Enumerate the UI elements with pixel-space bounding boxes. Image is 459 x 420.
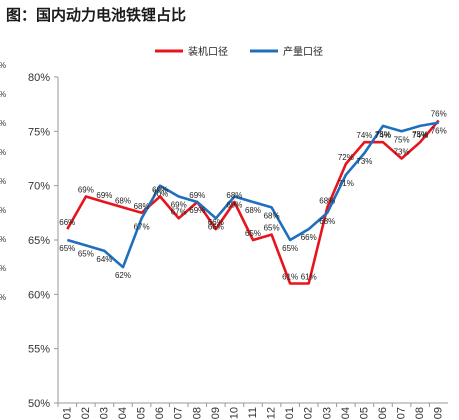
data-label: 75% [394,135,410,144]
data-label: 74% [412,131,428,140]
data-label: 67% [134,222,150,231]
data-label: 61% [282,272,298,281]
data-label: 68% [264,211,280,220]
data-label: 66% [208,222,224,231]
data-label: 68% [245,206,261,215]
data-label: 65% [282,244,298,253]
edge-label: % [0,235,6,244]
series-line-production [66,121,439,269]
y-tick-label: 55% [28,344,50,356]
data-label: 69% [96,191,112,200]
data-label: 65% [78,249,94,258]
data-label: 76% [431,127,447,136]
y-tick-label: 70% [28,181,50,193]
data-label: 69% [78,186,94,195]
x-tick-label: 03 [98,407,110,419]
data-label: 66% [59,218,75,227]
data-label: 66% [301,233,317,242]
x-tick-label: 10 [228,407,240,419]
data-label: 62% [115,271,131,280]
x-tick-label: 03 [321,407,333,419]
y-tick-label: 50% [28,398,50,410]
data-label: 67% [171,207,187,216]
x-tick-label: 11 [247,407,259,418]
edge-label: % [0,119,6,128]
series-line-installed [66,119,440,285]
data-label: 61% [301,272,317,281]
x-tick-label: 08 [414,407,426,419]
x-tick-label: 02 [303,407,315,419]
data-label: 66% [208,218,224,227]
edge-label: % [0,177,6,186]
x-tick-label: 09 [433,407,445,419]
y-tick-label: 65% [28,235,50,247]
data-label: 74% [375,131,391,140]
edge-label: % [0,61,6,70]
x-tick-label: 06 [154,407,166,419]
data-label: 69% [189,206,205,215]
data-label: 65% [59,244,75,253]
y-tick-label: 80% [28,72,50,84]
legend-label-production: 产量口径 [283,45,323,58]
data-label: 69% [189,191,205,200]
data-label: 68% [319,196,335,205]
data-label: 68% [134,202,150,211]
x-tick-label: 04 [340,407,352,419]
data-label: 74% [356,131,372,140]
x-tick-label: 08 [191,407,203,419]
data-label: 76% [431,109,447,118]
x-tick-label: 04 [117,407,129,419]
x-tick-label: 07 [396,407,408,419]
y-tick-label: 75% [28,126,50,138]
data-label: 64% [96,255,112,264]
data-label: 71% [338,179,354,188]
edge-label: % [0,90,6,99]
x-tick-label: 01 [61,407,73,419]
x-tick-label: 09 [210,407,222,419]
x-tick-label: 01 [284,407,296,419]
edge-label: % [0,148,6,157]
data-label: 68% [226,191,242,200]
data-label: 73% [394,148,410,157]
data-label: 73% [356,157,372,166]
x-tick-label: 07 [173,407,185,419]
data-label: 65% [245,229,261,238]
data-label: 69% [152,186,168,195]
data-label: 75% [375,130,391,139]
edge-label: % [0,264,6,273]
x-tick-label: 05 [136,407,148,419]
x-tick-label: 06 [377,407,389,419]
data-label: 68% [319,217,335,226]
x-tick-label: 12 [266,407,278,419]
data-label: 69% [226,201,242,210]
y-tick-label: 60% [28,289,50,301]
data-label: 70% [152,190,168,199]
data-label: 72% [338,153,354,162]
x-tick-label: 05 [358,407,370,419]
legend-label-installed: 装机口径 [188,45,228,58]
edge-label: % [0,206,6,215]
data-label: 68% [115,196,131,205]
x-tick-label: 02 [80,407,92,419]
chart-title: 图：国内动力电池铁锂占比 [6,6,187,24]
data-label: 69% [171,201,187,210]
data-label: 65% [264,224,280,233]
edge-label: % [0,293,6,302]
data-label: 75% [412,130,428,139]
